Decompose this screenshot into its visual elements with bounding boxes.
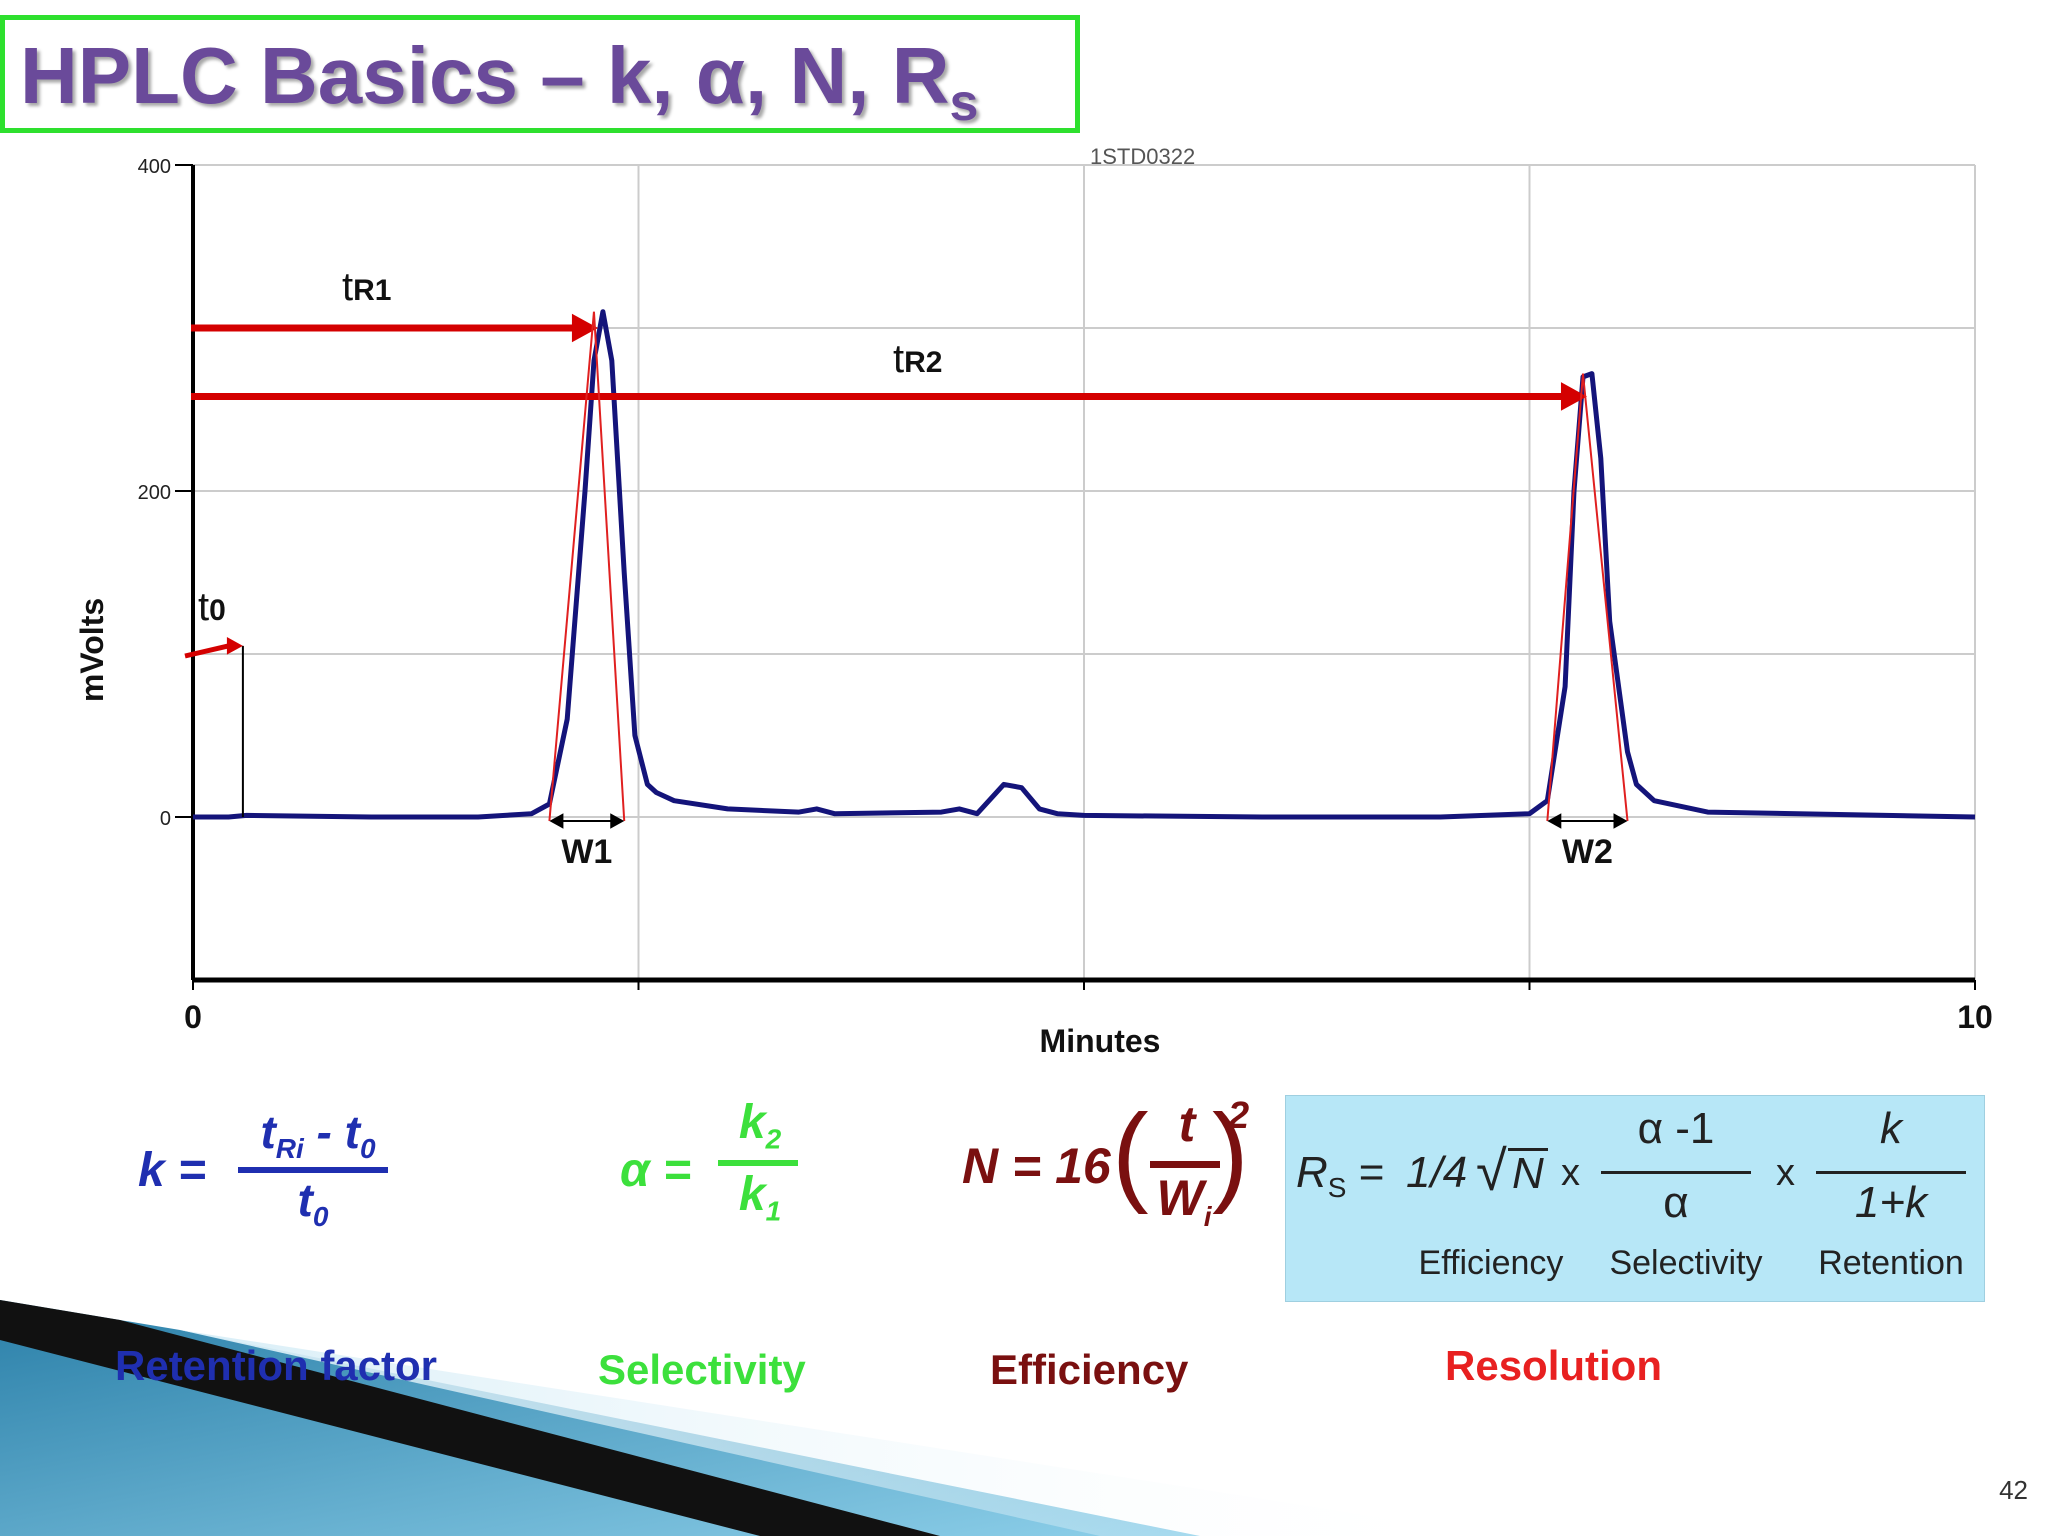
n-exponent: 2 <box>1228 1095 1250 1137</box>
alpha-fraction-bar <box>718 1160 798 1166</box>
n-fraction-bar <box>1150 1161 1220 1168</box>
slide-title: HPLC Basics – k, α, N, Rs <box>20 31 979 132</box>
retention-factor-caption: Retention factor <box>115 1342 438 1389</box>
alpha-lhs: α = <box>620 1144 692 1197</box>
n-numerator: t <box>1178 1096 1196 1152</box>
t0-arrow-head <box>226 637 243 655</box>
chromatogram-trace <box>193 309 1976 820</box>
tr2-arrow-head <box>1560 382 1587 411</box>
tr2-label: tR2 <box>893 337 942 381</box>
w1-tangent-lines <box>548 311 626 822</box>
rs-label-efficiency: Efficiency <box>1418 1244 1564 1282</box>
page-number: 42 <box>1999 1475 2028 1505</box>
rs-retention-denominator: 1+k <box>1854 1178 1928 1227</box>
alpha-denominator: k1 <box>738 1168 782 1227</box>
k-lhs: k = <box>138 1144 207 1197</box>
n-left-paren: ( <box>1112 1092 1149 1215</box>
tr1-arrow-head <box>571 313 598 343</box>
chart-annotations: t0 tR1 tR2 W1 W2 <box>184 265 1629 871</box>
k-numerator: tRi - t0 <box>260 1106 376 1165</box>
n-right-paren: ) <box>1212 1092 1249 1215</box>
n-denominator: Wi <box>1156 1170 1212 1232</box>
y-axis-label: mVolts <box>74 598 110 702</box>
rs-label-retention: Retention <box>1818 1244 1964 1282</box>
n-lhs: N = 16 <box>962 1138 1111 1194</box>
alpha-numerator: k2 <box>738 1096 782 1155</box>
rs-sqrt-arg: N <box>1508 1148 1548 1197</box>
rs-times-1: x <box>1561 1152 1580 1194</box>
y-tick-label: 0 <box>160 808 171 830</box>
w2-label: W2 <box>1562 833 1613 871</box>
k-denominator: t0 <box>297 1174 329 1233</box>
w2-arrow-right <box>1613 813 1628 829</box>
resolution-caption: Resolution <box>1445 1342 1662 1389</box>
rs-lhs: RS = <box>1296 1148 1385 1203</box>
title-box <box>0 15 1080 133</box>
rs-retention-numerator: k <box>1880 1104 1902 1153</box>
chart-grid <box>193 164 1976 980</box>
t0-label: t0 <box>198 585 226 629</box>
efficiency-caption: Efficiency <box>990 1346 1189 1393</box>
resolution-formula-box: RS = 1/4 √ N x α -1 α x k 1+k Efficiency… <box>1285 1095 1985 1302</box>
w1-label: W1 <box>561 833 612 871</box>
tr1-label: tR1 <box>342 265 391 309</box>
x-tick-label: 10 <box>1957 999 1993 1035</box>
sqrt-icon: √ <box>1476 1139 1507 1202</box>
x-tick-label: 0 <box>184 999 202 1035</box>
w1-arrow-left <box>549 813 564 829</box>
k-fraction-bar <box>238 1167 388 1173</box>
w2-tangent-lines <box>1546 373 1629 822</box>
t0-arrow <box>184 643 230 659</box>
chart-header-label: 1STD0322 <box>1090 144 1195 169</box>
chart-axes: 400 200 0 0 10 <box>138 156 1993 1035</box>
rs-times-2: x <box>1776 1152 1795 1194</box>
w1-arrow-right <box>610 813 625 829</box>
rs-selectivity-numerator: α -1 <box>1637 1104 1715 1153</box>
y-tick-label: 400 <box>138 156 171 178</box>
x-axis-label: Minutes <box>1040 1023 1161 1059</box>
selectivity-caption: Selectivity <box>598 1346 806 1393</box>
rs-coefficient: 1/4 <box>1406 1148 1468 1197</box>
rs-retention-bar <box>1816 1171 1966 1174</box>
rs-selectivity-bar <box>1601 1171 1751 1174</box>
w2-arrow-left <box>1547 813 1562 829</box>
rs-selectivity-denominator: α <box>1663 1178 1689 1227</box>
y-tick-label: 200 <box>138 482 171 504</box>
rs-label-selectivity: Selectivity <box>1609 1244 1763 1282</box>
